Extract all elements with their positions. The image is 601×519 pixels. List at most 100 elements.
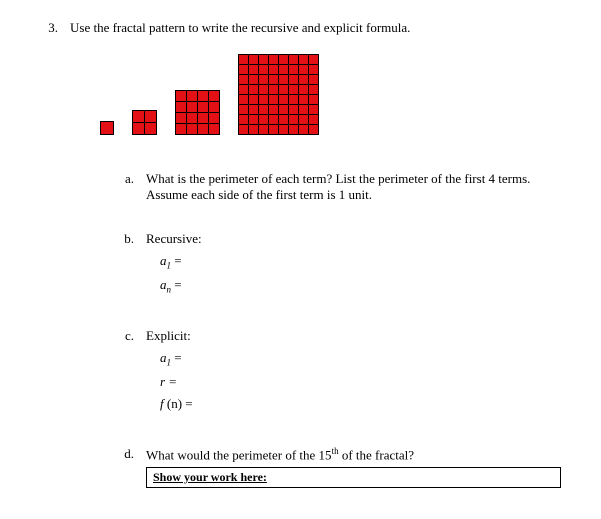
- part-d-body: What would the perimeter of the 15th of …: [146, 446, 561, 488]
- part-a-line2: Assume each side of the first term is 1 …: [146, 187, 561, 203]
- fractal-cell: [198, 113, 208, 123]
- fractal-cell: [269, 125, 278, 134]
- fn-arg: (n) =: [167, 396, 193, 411]
- fractal-cell: [239, 125, 248, 134]
- fractal-cell: [145, 123, 156, 134]
- work-box: Show your work here:: [146, 467, 561, 488]
- fractal-cell: [249, 55, 258, 64]
- fractal-cell: [133, 123, 144, 134]
- fractal-cell: [309, 85, 318, 94]
- part-a-letter: a.: [120, 171, 134, 203]
- fractal-cell: [289, 55, 298, 64]
- part-d-prefix: What would the perimeter of the 15: [146, 447, 332, 462]
- part-c-body: Explicit: a1 = r = f (n) =: [146, 328, 561, 418]
- part-d-letter: d.: [120, 446, 134, 488]
- fractal-cell: [249, 95, 258, 104]
- fractal-cell: [239, 115, 248, 124]
- question-number: 3.: [40, 20, 58, 36]
- fractal-cell: [269, 75, 278, 84]
- fractal-cell: [209, 113, 219, 123]
- fractal-cell: [289, 65, 298, 74]
- part-a-line1: What is the perimeter of each term? List…: [146, 171, 561, 187]
- fractal-cell: [299, 55, 308, 64]
- fractal-cell: [289, 115, 298, 124]
- fractal-cell: [309, 95, 318, 104]
- fractal-cell: [269, 65, 278, 74]
- fractal-cell: [249, 85, 258, 94]
- fractal-cell: [299, 75, 308, 84]
- part-c-r: r =: [160, 374, 561, 390]
- fractal-cell: [269, 55, 278, 64]
- part-c-letter: c.: [120, 328, 134, 418]
- part-c: c. Explicit: a1 = r = f (n) =: [120, 328, 561, 418]
- fractal-cell: [289, 105, 298, 114]
- fractal-cell: [198, 91, 208, 101]
- part-b-a1: a1 =: [160, 253, 561, 271]
- fractal-term-2: [132, 110, 157, 135]
- fractal-cell: [239, 55, 248, 64]
- fractal-cell: [269, 95, 278, 104]
- question-header: 3. Use the fractal pattern to write the …: [40, 20, 561, 36]
- fractal-cell: [259, 65, 268, 74]
- fractal-cell: [259, 85, 268, 94]
- fractal-cell: [309, 105, 318, 114]
- part-d-suffix: of the fractal?: [339, 447, 414, 462]
- fractal-cell: [187, 113, 197, 123]
- fractal-cell: [299, 115, 308, 124]
- fractal-cell: [289, 125, 298, 134]
- fractal-cell: [279, 75, 288, 84]
- part-a: a. What is the perimeter of each term? L…: [120, 171, 561, 203]
- fractal-cell: [279, 105, 288, 114]
- fractal-cell: [279, 95, 288, 104]
- fractal-cell: [239, 65, 248, 74]
- fractal-cell: [209, 124, 219, 134]
- fractal-cell: [269, 85, 278, 94]
- fractal-cell: [299, 125, 308, 134]
- fractal-cell: [209, 91, 219, 101]
- part-c-fn: f (n) =: [160, 396, 561, 412]
- fractal-cell: [259, 55, 268, 64]
- part-c-label: Explicit:: [146, 328, 561, 344]
- fractal-cell: [259, 125, 268, 134]
- fractal-cell: [249, 75, 258, 84]
- fractal-cell: [209, 102, 219, 112]
- fractal-cell: [299, 85, 308, 94]
- part-d-sup: th: [332, 446, 339, 456]
- fractal-cell: [279, 55, 288, 64]
- eq: =: [171, 253, 182, 268]
- part-b-an: an =: [160, 277, 561, 295]
- fractal-cell: [176, 102, 186, 112]
- fractal-cell: [239, 95, 248, 104]
- part-c-a1: a1 =: [160, 350, 561, 368]
- fractal-cell: [239, 105, 248, 114]
- fractal-cell: [279, 115, 288, 124]
- var-f: f: [160, 396, 167, 411]
- fractal-cell: [279, 85, 288, 94]
- fractal-cell: [289, 85, 298, 94]
- fractal-cell: [259, 95, 268, 104]
- part-a-body: What is the perimeter of each term? List…: [146, 171, 561, 203]
- fractal-cell: [176, 91, 186, 101]
- fractal-cell: [133, 111, 144, 122]
- fractal-cell: [239, 75, 248, 84]
- eq: =: [171, 277, 182, 292]
- part-b-body: Recursive: a1 = an =: [146, 231, 561, 300]
- fractal-cell: [249, 105, 258, 114]
- fractal-cell: [259, 105, 268, 114]
- fractal-cell: [299, 95, 308, 104]
- fractal-term-3: [175, 90, 220, 135]
- fractal-cell: [309, 115, 318, 124]
- fractal-cell: [309, 55, 318, 64]
- fractal-cell: [309, 65, 318, 74]
- fractal-cell: [279, 125, 288, 134]
- eq: =: [171, 350, 182, 365]
- fractal-term-4: [238, 54, 319, 135]
- part-b: b. Recursive: a1 = an =: [120, 231, 561, 300]
- fractal-cell: [239, 85, 248, 94]
- fractal-cell: [299, 105, 308, 114]
- fractal-cell: [249, 125, 258, 134]
- fractal-cell: [198, 124, 208, 134]
- fractal-cell: [198, 102, 208, 112]
- part-d-text: What would the perimeter of the 15th of …: [146, 446, 561, 463]
- fractal-diagram: [100, 54, 561, 135]
